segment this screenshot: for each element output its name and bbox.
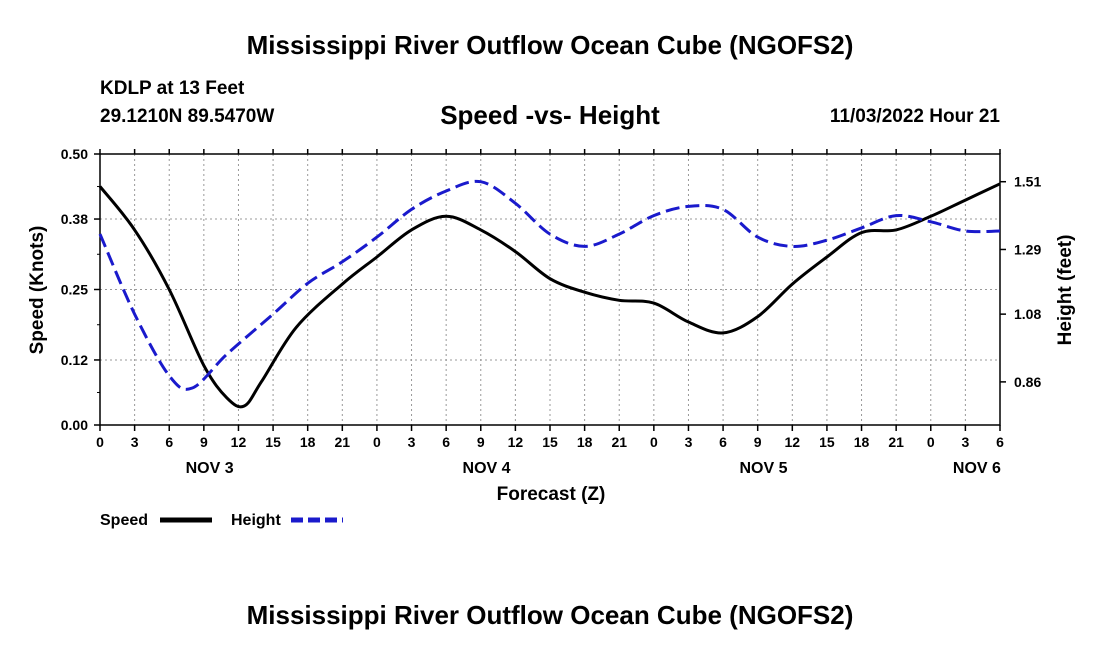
x-tick-label: 3 [961,434,969,450]
x-tick-label: 15 [819,434,835,450]
x-tick-label: 0 [650,434,658,450]
x-day-label: NOV 5 [739,460,787,477]
x-tick-label: 18 [300,434,316,450]
y-left-tick-label: 0.50 [61,146,88,162]
y-right-tick-label: 0.86 [1014,374,1041,390]
x-tick-label: 0 [927,434,935,450]
x-tick-label: 12 [231,434,247,450]
x-day-label: NOV 6 [953,460,1001,477]
axes: 0 3 6 9 12 15 18 21 0 3 6 9 12 15 18 21 0 3 6 9 12 15 18 21 0 3 6N… [61,146,1042,477]
y-right-tick-label: 1.29 [1014,241,1041,257]
series-line-height [98,179,1001,391]
x-tick-label: 3 [685,434,693,450]
x-tick-label: 18 [854,434,870,450]
chart-subtitle: Speed -vs- Height [440,100,660,130]
x-tick-label: 12 [508,434,524,450]
y-right-tick-label: 1.08 [1014,306,1041,322]
x-tick-label: 0 [373,434,381,450]
x-tick-label: 9 [477,434,485,450]
x-tick-label: 12 [785,434,801,450]
x-tick-label: 15 [542,434,558,450]
x-tick-label: 21 [888,434,904,450]
y-left-tick-label: 0.12 [61,352,88,368]
station-coordinates: 29.1210N 89.5470W [100,106,275,127]
x-tick-label: 3 [131,434,139,450]
x-day-label: NOV 3 [186,460,234,477]
footer-title: Mississippi River Outflow Ocean Cube (NG… [246,600,854,630]
y-right-tick-label: 1.51 [1014,174,1041,190]
x-axis-title: Forecast (Z) [497,484,606,505]
x-tick-label: 3 [408,434,416,450]
chart-main-title: Mississippi River Outflow Ocean Cube (NG… [246,30,854,60]
x-tick-label: 6 [719,434,727,450]
x-tick-label: 9 [200,434,208,450]
legend-height-label: Height [231,512,281,529]
x-tick-label: 21 [335,434,351,450]
plot-frame [99,153,1001,426]
x-tick-label: 15 [265,434,281,450]
forecast-datetime: 11/03/2022 Hour 21 [829,106,1000,127]
y-left-tick-label: 0.25 [61,282,88,298]
station-label: KDLP at 13 Feet [100,78,245,99]
y-axis-right-title: Height (feet) [1055,235,1076,346]
y-axis-left-title: Speed (Knots) [27,226,48,355]
x-tick-label: 6 [165,434,173,450]
x-tick-label: 21 [611,434,627,450]
grid-lines [100,154,1000,425]
y-left-tick-label: 0.00 [61,417,88,433]
x-tick-label: 6 [996,434,1004,450]
legend-speed-label: Speed [100,512,148,529]
x-tick-label: 18 [577,434,593,450]
data-series [98,179,1001,409]
series-line-speed [98,182,1001,409]
x-tick-label: 0 [96,434,104,450]
x-tick-label: 6 [442,434,450,450]
legend: Speed Height [100,512,343,529]
x-day-label: NOV 4 [463,460,511,477]
x-tick-label: 9 [754,434,762,450]
y-left-tick-label: 0.38 [61,211,88,227]
